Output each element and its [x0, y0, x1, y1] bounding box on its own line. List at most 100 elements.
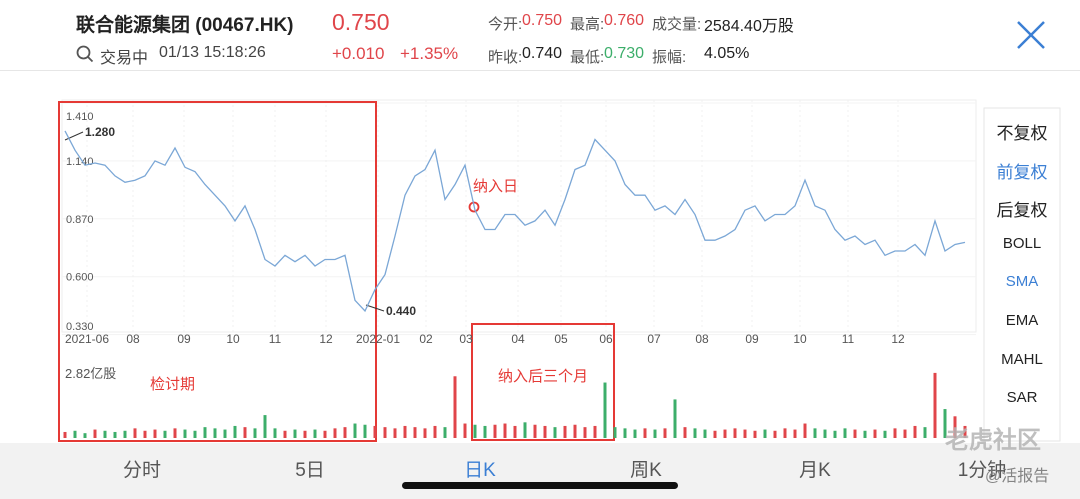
x-tick-label: 04 [511, 332, 525, 346]
watermark: 老虎社区 [945, 427, 1041, 454]
volume-bar [803, 423, 807, 438]
tab[interactable]: 5日 [295, 460, 325, 481]
volume-bar [943, 409, 947, 438]
volume-bar [663, 428, 667, 438]
volume-bar [223, 429, 227, 438]
volume-bar [883, 430, 887, 438]
volume-bar [843, 428, 847, 438]
volume-bar [273, 428, 277, 438]
volume-bar [303, 430, 307, 438]
volume-bar [873, 429, 877, 438]
volume-bar [203, 427, 207, 438]
volume-bar [583, 427, 587, 438]
min-label: 0.440 [386, 304, 416, 318]
volume-bar [393, 428, 397, 438]
menu-item[interactable]: SAR [1006, 389, 1038, 407]
x-tick-label: 10 [226, 332, 240, 346]
tab[interactable]: 日K [464, 455, 496, 484]
stat-label: 今开: [488, 16, 523, 33]
stat-value: 0.730 [604, 45, 645, 62]
volume-label: 2.82亿股 [65, 366, 116, 381]
volume-bar [903, 429, 907, 438]
volume-bar [643, 428, 647, 438]
x-tick-label: 02 [419, 332, 433, 346]
volume-bar [913, 425, 917, 438]
change-pct: +1.35% [400, 44, 459, 63]
volume-bar [403, 425, 407, 438]
y-tick-label: 0.330 [66, 321, 94, 333]
volume-bar [113, 431, 117, 438]
volume-bar [783, 428, 787, 438]
annotation: 检讨期 [150, 376, 195, 393]
volume-bar [493, 424, 497, 438]
trade-status: 交易中 [100, 50, 149, 67]
pointer [64, 131, 84, 141]
stat-label: 昨收: [488, 49, 523, 66]
volume-bar [793, 429, 797, 438]
tab[interactable]: 分时 [122, 460, 162, 481]
x-tick-label: 2021-06 [65, 332, 109, 346]
inclusion-marker [468, 201, 480, 213]
volume-bar [603, 382, 607, 438]
x-tick-label: 11 [269, 332, 282, 346]
volume-bar [933, 372, 937, 438]
side-menu-frame [983, 107, 1061, 442]
menu-item[interactable]: EMA [1005, 312, 1039, 329]
volume-bar [333, 428, 337, 438]
menu-item[interactable]: SMA [1005, 273, 1039, 291]
volume-bar [63, 431, 67, 438]
x-tick-label: 05 [554, 332, 568, 346]
volume-bar [723, 429, 727, 438]
volume-bar [213, 428, 217, 438]
tab[interactable]: 月K [799, 460, 831, 481]
volume-bar [953, 416, 957, 438]
volume-bar [103, 430, 107, 438]
volume-bar [553, 427, 557, 438]
close-button[interactable] [1015, 19, 1047, 51]
volume-bar [513, 425, 517, 438]
stat-value: 2584.40万股 [704, 18, 794, 35]
stat-label: 成交量: [652, 16, 702, 33]
x-tick-label: 06 [599, 332, 613, 346]
volume-bar [413, 427, 417, 438]
volume-bar [523, 422, 527, 438]
search-icon[interactable] [76, 45, 94, 63]
volume-bar [73, 430, 77, 438]
stat-value: 0.750 [522, 12, 563, 29]
volume-bar [83, 433, 87, 438]
volume-bar [473, 424, 477, 438]
x-tick-label: 07 [647, 332, 661, 346]
volume-bar [563, 425, 567, 438]
volume-bar [423, 428, 427, 438]
x-tick-label: 08 [126, 332, 140, 346]
volume-bar [313, 429, 317, 438]
x-tick-label: 2022-01 [356, 332, 400, 346]
x-tick-label: 09 [177, 332, 191, 346]
menu-item[interactable]: 后复权 [996, 201, 1048, 221]
volume-bar [503, 423, 507, 438]
x-tick-label: 08 [695, 332, 709, 346]
menu-item[interactable]: 不复权 [996, 124, 1048, 143]
volume-bar [233, 425, 237, 438]
annotation: 纳入日 [473, 178, 518, 195]
stock-name: 联合能源集团 (00467.HK) [76, 15, 294, 36]
volume-bar [483, 425, 487, 438]
menu-item[interactable]: 前复权 [996, 162, 1048, 182]
stat-label: 最高: [570, 16, 605, 33]
volume-bar [353, 423, 357, 438]
volume-bar [323, 430, 327, 438]
volume-bar [653, 429, 657, 438]
plot-frame [61, 99, 977, 333]
price: 0.750 [332, 9, 390, 35]
volume-bar [373, 425, 377, 438]
volume-bar [823, 429, 827, 438]
tab[interactable]: 周K [630, 460, 662, 481]
menu-item[interactable]: BOLL [1002, 234, 1042, 252]
price-line [64, 130, 966, 313]
volume-bar [363, 424, 367, 438]
volume-bar [753, 430, 757, 438]
volume-bar [893, 428, 897, 438]
volume-bar [453, 376, 457, 438]
tab[interactable]: 1分钟 [957, 460, 1007, 481]
menu-item[interactable]: MAHL [1001, 350, 1043, 368]
